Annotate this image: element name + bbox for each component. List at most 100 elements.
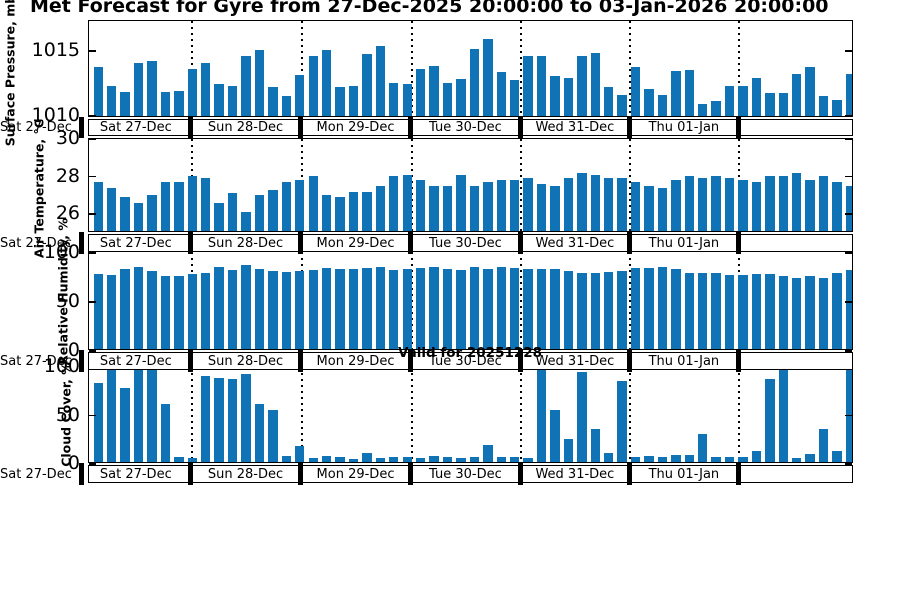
forecast-bar [442, 82, 453, 116]
day-boundary-gridline [629, 252, 632, 349]
forecast-bar [509, 180, 520, 231]
forecast-bar [684, 69, 694, 116]
forecast-bar [442, 268, 453, 349]
day-strip-bold-tick [408, 350, 413, 372]
forecast-bar [657, 94, 668, 116]
forecast-bar [509, 267, 520, 349]
day-boundary-gridline [411, 139, 413, 231]
forecast-bar [684, 272, 694, 349]
forecast-bar [308, 176, 318, 231]
forecast-bar [778, 367, 789, 462]
forecast-bar [308, 55, 318, 116]
forecast-bar [254, 195, 265, 231]
forecast-bar [644, 185, 654, 231]
forecast-bar [792, 458, 802, 462]
forecast-bar [241, 212, 251, 231]
day-strip-3 [88, 465, 853, 483]
forecast-bar [362, 191, 372, 231]
forecast-bar [765, 378, 775, 462]
forecast-bar [133, 266, 144, 349]
forecast-bar [657, 187, 668, 231]
ylabel-surface-pressure: Surface Pressure, mb [2, 0, 18, 147]
forecast-bar [254, 403, 265, 462]
forecast-bar [630, 457, 641, 462]
forecast-bar [577, 172, 587, 231]
forecast-bar [133, 367, 144, 462]
forecast-bar [671, 455, 681, 462]
forecast-bar [563, 438, 574, 462]
forecast-bar [523, 178, 533, 231]
day-label: Thu 01-Jan [648, 235, 720, 251]
forecast-bar [268, 270, 278, 349]
forecast-bar [536, 367, 547, 462]
forecast-bar [429, 266, 439, 349]
day-strip-bold-tick [517, 116, 523, 138]
forecast-bar [335, 197, 345, 231]
day-strip-bold-tick [78, 350, 84, 372]
forecast-bar [415, 180, 426, 231]
ytick-mark-right [845, 213, 852, 215]
forecast-bar [429, 65, 439, 116]
edge-day-label: Sat 27-Dec [0, 120, 72, 135]
ytick-mark-right [845, 350, 852, 352]
forecast-bar [671, 71, 681, 116]
forecast-bar [805, 67, 815, 116]
ytick-label: 30 [55, 127, 80, 149]
day-strip-bold-tick [517, 350, 523, 372]
forecast-bar [254, 50, 265, 116]
forecast-bar [751, 77, 762, 116]
ytick-mark-left [89, 115, 96, 117]
forecast-bar [362, 453, 372, 462]
forecast-bar [120, 388, 130, 462]
day-strip-bold-tick [627, 232, 632, 254]
forecast-bar [456, 174, 466, 231]
forecast-bar [389, 269, 399, 349]
forecast-bar [174, 90, 184, 116]
forecast-bar [160, 276, 171, 349]
day-label: Mon 29-Dec [316, 235, 395, 251]
day-strip-bold-tick [78, 463, 84, 485]
ytick-mark-right [845, 138, 852, 140]
forecast-bar [335, 457, 345, 462]
ytick-mark-right [845, 414, 852, 417]
forecast-bar [617, 270, 627, 349]
day-label: Sat 27-Dec [99, 235, 172, 251]
forecast-bar [348, 459, 359, 462]
forecast-bar [402, 174, 412, 231]
forecast-bar [469, 266, 480, 349]
forecast-bar [254, 268, 265, 349]
forecast-bar [160, 92, 171, 116]
forecast-bar [469, 185, 480, 231]
day-label: Thu 01-Jan [648, 120, 720, 135]
forecast-bar [375, 185, 386, 231]
forecast-bar [778, 93, 789, 116]
day-strip-1 [88, 234, 853, 252]
forecast-bar [187, 273, 197, 349]
forecast-bar [389, 457, 399, 462]
day-strip-bold-tick [735, 463, 741, 485]
forecast-bar [469, 49, 480, 116]
valid-for-label: Valid for 20251228 [397, 345, 543, 361]
day-strip-bold-tick [627, 116, 632, 138]
day-strip-bold-tick [517, 232, 523, 254]
forecast-bar [563, 270, 574, 349]
forecast-bar [107, 367, 117, 462]
forecast-bar [362, 54, 372, 116]
day-label: Tue 30-Dec [429, 120, 502, 135]
forecast-bar [630, 182, 641, 231]
forecast-bar [845, 269, 852, 349]
forecast-bar [321, 456, 332, 462]
forecast-bar [845, 73, 852, 116]
forecast-bar [107, 187, 117, 231]
forecast-bar [442, 457, 453, 462]
forecast-bar [657, 266, 668, 349]
forecast-bar [120, 197, 130, 231]
ytick-label: 26 [55, 202, 80, 225]
forecast-bar [120, 268, 130, 349]
figure-title: Met Forecast for Gyre from 27-Dec-2025 2… [30, 0, 829, 17]
day-strip-bold-tick [517, 463, 523, 485]
forecast-bar [577, 272, 587, 349]
forecast-bar [805, 180, 815, 231]
day-label: Tue 30-Dec [429, 353, 502, 369]
forecast-bar [698, 178, 708, 231]
